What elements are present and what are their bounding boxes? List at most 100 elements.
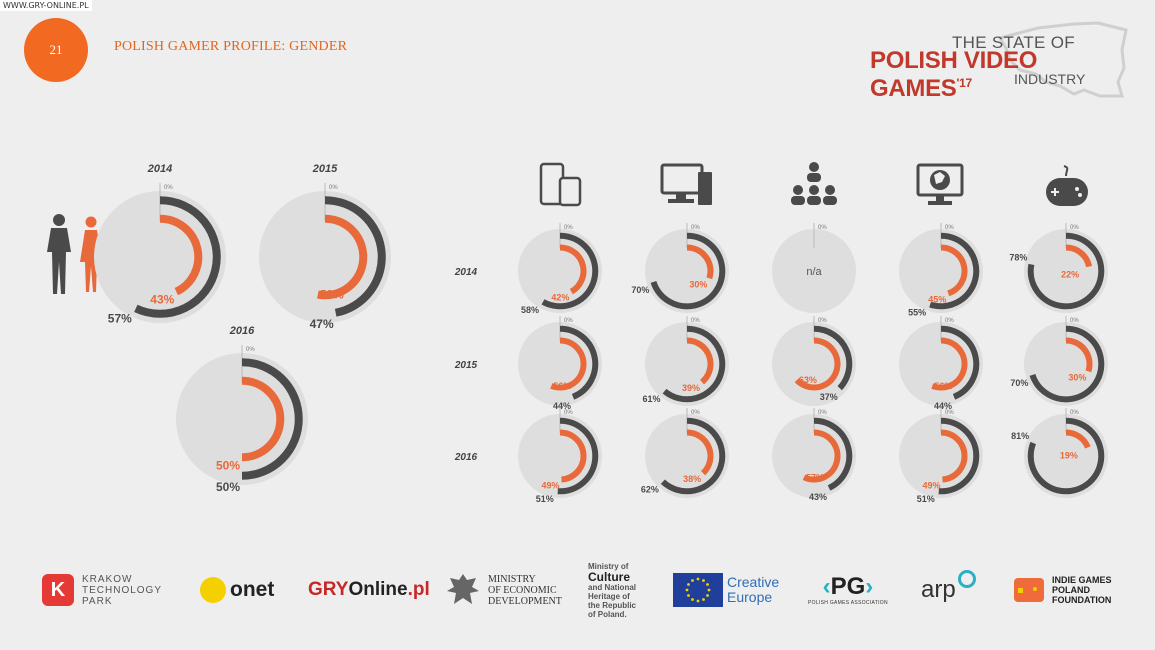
brand-year: '17 <box>956 76 973 90</box>
male-value: 51% <box>536 494 554 504</box>
zero-label: 0% <box>246 347 255 353</box>
brand-line-3: INDUSTRY <box>1014 71 1086 87</box>
gamepad-icon <box>1046 165 1088 206</box>
pg-subtitle: POLISH GAMES ASSOCIATION <box>808 600 888 606</box>
zero-label: 0% <box>691 225 700 231</box>
culture-line-4: Heritage of <box>588 591 630 601</box>
donut-computer-2016: 0% 38% 62% <box>641 408 729 498</box>
indie-line-1: INDIE GAMES <box>1052 575 1112 585</box>
mobile-devices-icon <box>539 162 582 207</box>
female-value: 63% <box>799 375 817 385</box>
zero-label: 0% <box>818 225 827 231</box>
female-arc <box>686 337 714 385</box>
gender-donut-charts: 2014 0% 43% 57% 2015 0% 53% 47% 2016 0% 50% 50% 2014… <box>47 162 1108 504</box>
female-value: 39% <box>682 383 700 393</box>
krakow-k-icon: K <box>42 574 74 606</box>
donut-track <box>1024 229 1108 313</box>
arp-text: arp <box>921 576 956 603</box>
male-value: 62% <box>641 485 659 495</box>
culture-line-3: and National <box>588 582 637 592</box>
female-arc <box>159 214 203 296</box>
eu-star-icon <box>707 588 711 592</box>
brand-line-1: THE STATE OF <box>952 33 1075 52</box>
creative-europe-logo: Creative Europe <box>673 560 779 620</box>
brand-title: POLISH VIDEO GAMES <box>870 47 1038 102</box>
pg-right-chevron-icon: › <box>865 573 874 600</box>
gryonline-logo: GRY Online .pl <box>308 560 430 620</box>
male-arc <box>1027 417 1105 495</box>
eu-star-icon <box>685 588 689 592</box>
female-value: 38% <box>683 474 701 484</box>
globe-monitor-icon <box>916 163 964 205</box>
male-arc <box>1029 325 1105 403</box>
eu-flag-icon <box>673 573 723 607</box>
donut-internet-2016: 0% 49% 51% <box>899 408 983 504</box>
donut-track <box>772 229 856 313</box>
female-value: 49% <box>922 480 940 490</box>
female-value: 19% <box>1060 450 1078 460</box>
female-value: 57% <box>806 472 824 482</box>
male-arc <box>813 417 853 491</box>
female-arc <box>550 337 587 391</box>
female-arc <box>686 429 714 476</box>
donut-track <box>772 322 856 406</box>
male-arc <box>134 196 221 318</box>
male-arc <box>241 358 303 480</box>
donut-overall-2015: 0% 53% 47% <box>259 183 391 331</box>
male-arc <box>559 325 599 400</box>
pg-text: PG <box>830 573 866 600</box>
onet-logo: onet <box>200 560 274 620</box>
culture-line-2: Culture <box>588 569 630 584</box>
zero-label: 0% <box>1070 410 1079 416</box>
eu-star-icon <box>696 599 700 603</box>
male-arc <box>541 232 599 310</box>
culture-line-1: Ministry of <box>588 561 629 571</box>
male-arc <box>940 325 980 400</box>
female-value: 45% <box>928 294 946 304</box>
male-arc <box>1027 232 1105 310</box>
page-number-badge: 21 <box>24 18 88 82</box>
female-value: 50% <box>216 458 240 472</box>
krakow-line-2: TECHNOLOGY <box>82 584 163 596</box>
donut-track <box>645 229 729 313</box>
ministry-economic-logo: MINISTRY OF ECONOMIC DEVELOPMENT <box>446 560 562 620</box>
donut-track <box>1024 322 1108 406</box>
male-value: 44% <box>553 401 571 411</box>
female-arc <box>559 429 587 483</box>
zero-label: 0% <box>564 318 573 324</box>
donut-track <box>899 229 983 313</box>
eu-star-icon <box>702 598 705 601</box>
female-arc <box>686 244 714 280</box>
donut-computer-2015: 0% 39% 61% <box>642 316 729 406</box>
donut-track <box>645 414 729 498</box>
zero-label: 0% <box>691 410 700 416</box>
donut-track <box>899 322 983 406</box>
zero-label: 0% <box>818 318 827 324</box>
male-value: 70% <box>631 285 649 295</box>
eu-star-icon <box>687 594 690 597</box>
donut-track <box>899 414 983 498</box>
male-value: 43% <box>809 492 827 502</box>
donut-layer: 2014 0% 43% 57% 2015 0% 53% 47% 2016 0% 50% 50% 2014… <box>94 163 1108 504</box>
donut-track <box>94 191 226 323</box>
female-value: 53% <box>320 288 344 302</box>
eu-star-icon <box>691 579 694 582</box>
donut-social-2015: 0% 63%37% <box>772 316 856 406</box>
zero-label: 0% <box>818 410 827 416</box>
female-arc <box>940 244 968 297</box>
row-year-2016: 2016 <box>454 452 478 463</box>
culture-line-5: the Republic <box>588 600 637 610</box>
female-value: 42% <box>551 293 569 303</box>
donut-track <box>518 322 602 406</box>
male-arc <box>557 417 599 495</box>
donut-mobile-2016: 0% 49% 51% <box>518 408 602 504</box>
na-label: n/a <box>806 266 822 278</box>
male-value: 50% <box>216 480 240 494</box>
zero-label: 0% <box>945 410 954 416</box>
female-arc <box>931 337 968 391</box>
onet-dot-icon <box>200 577 226 603</box>
page-number: 21 <box>49 42 63 57</box>
male-value: 47% <box>310 317 334 331</box>
male-arc <box>662 325 726 403</box>
donut-overall-2016: 0% 50% 50% <box>176 345 308 494</box>
